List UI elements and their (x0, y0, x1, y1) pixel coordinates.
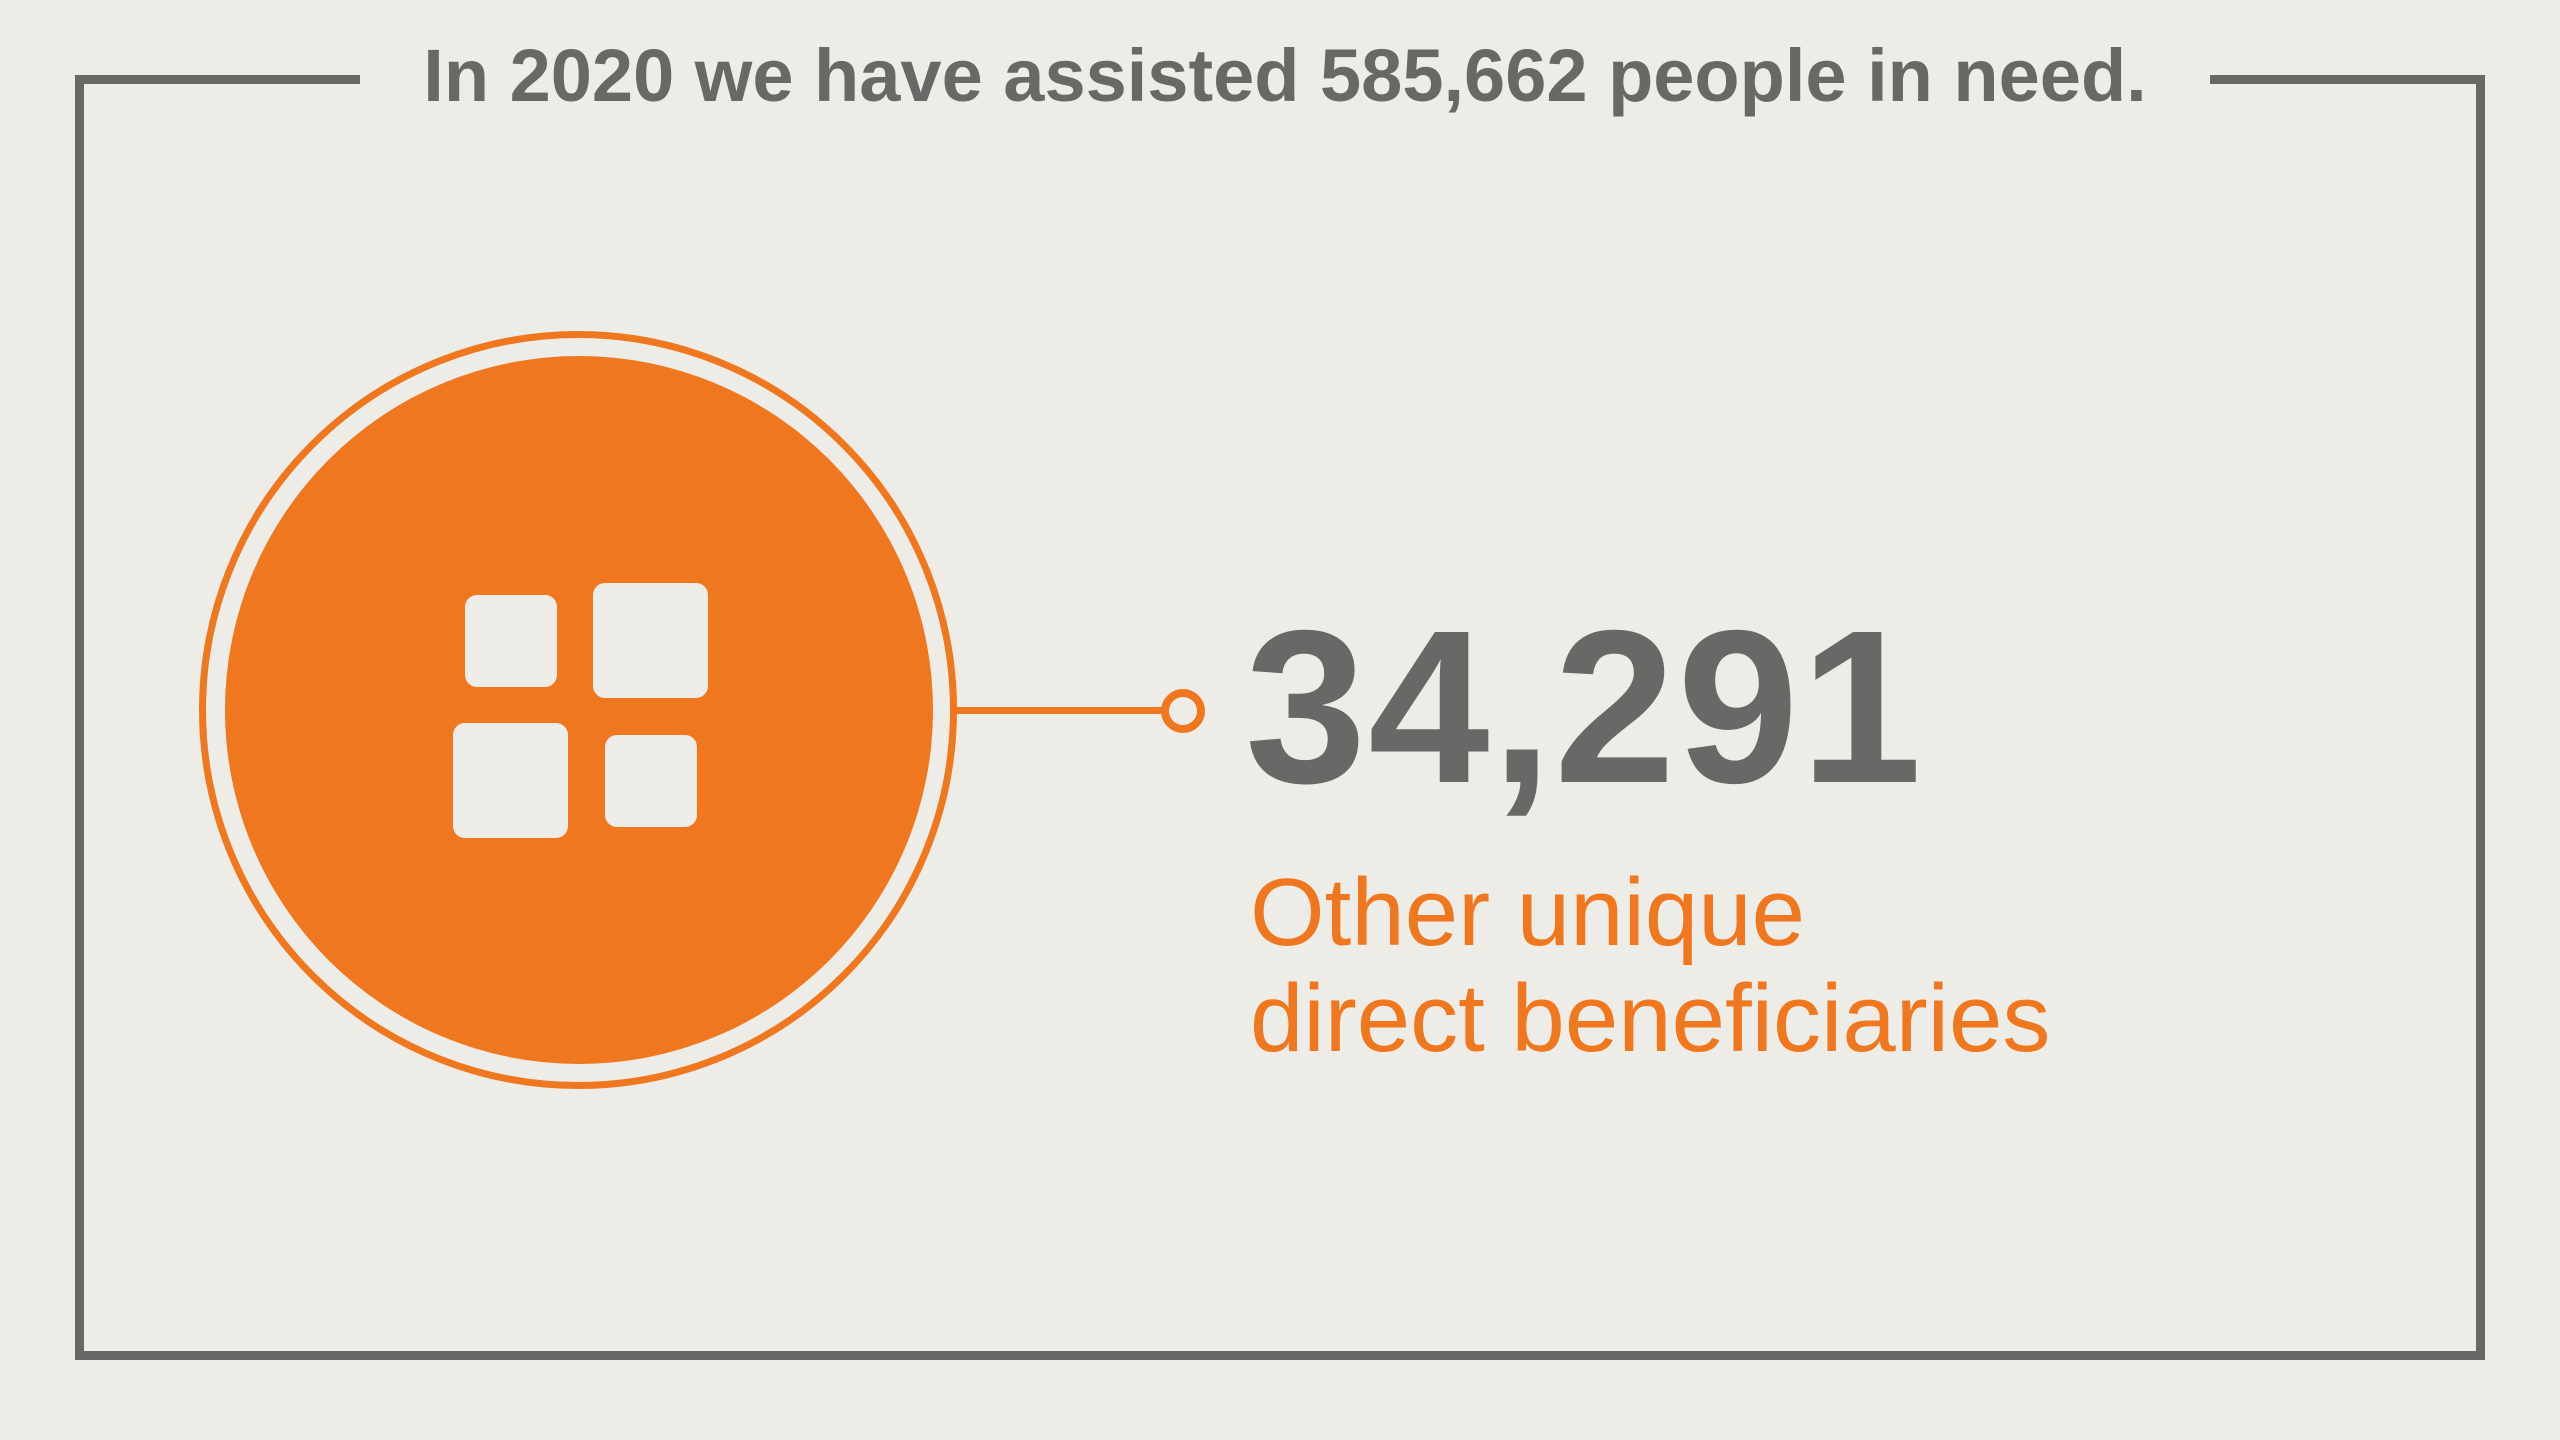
circle-ring (199, 331, 957, 1089)
connector-line (956, 707, 1163, 714)
stat-label-line1: Other unique (1250, 859, 1806, 966)
stat-label-line2: direct beneficiaries (1250, 965, 2051, 1072)
icon-square-bottom-left (453, 723, 568, 838)
stat-value: 34,291 (1245, 586, 1924, 829)
icon-square-bottom-right (605, 735, 697, 827)
stat-label: Other unique direct beneficiaries (1250, 860, 2050, 1072)
circle-fill (225, 356, 933, 1064)
headline: In 2020 we have assisted 585,662 people … (360, 25, 2210, 127)
connector-node (1161, 689, 1205, 733)
four-squares-icon (450, 580, 710, 840)
icon-square-top-right (593, 583, 708, 698)
icon-square-top-left (465, 595, 557, 687)
